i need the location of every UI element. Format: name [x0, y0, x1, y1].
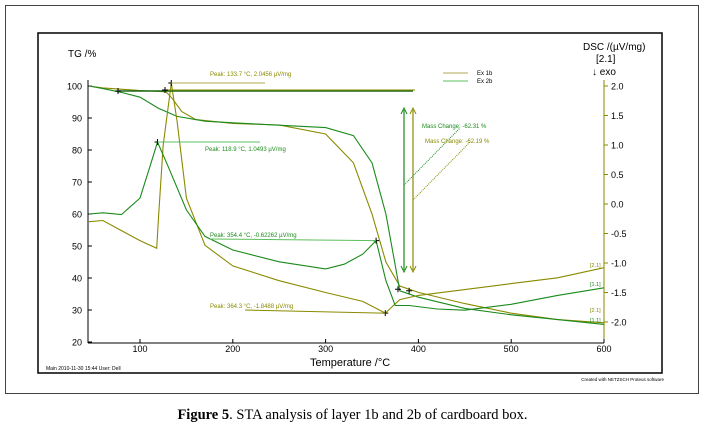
y-tick-label: 30 — [72, 306, 82, 316]
caption-text: . STA analysis of layer 1b and 2b of car… — [229, 407, 528, 423]
arrowheads — [400, 106, 408, 274]
x-tick-label: 200 — [225, 344, 240, 354]
legend-ex1b: Ex 1b — [477, 71, 493, 77]
x-tick-label: 500 — [504, 344, 519, 354]
footer-right: Created with NETZSCH Proteus software — [581, 377, 664, 382]
y2-tick-label: 2.0 — [611, 82, 624, 92]
peak-label-2: Peak: 118.9 °C, 1.0493 µV/mg — [205, 147, 286, 153]
mass-leader — [412, 141, 471, 201]
y2-tick-label: -1.5 — [611, 288, 627, 298]
y-tick-label: 20 — [72, 338, 82, 348]
x-tick-label: 600 — [596, 344, 611, 354]
mass-change-label-1: Mass Change: -62.31 % — [422, 124, 487, 130]
x-axis-label: Temperature /°C — [310, 357, 390, 369]
series-ex-1b-tg — [88, 85, 605, 324]
peak-label-4: Peak: 364.3 °C, -1.8488 µV/mg — [210, 304, 293, 310]
y-tick-label: 50 — [72, 242, 82, 252]
y-tick-label: 100 — [67, 82, 82, 92]
y-tick-label: 90 — [72, 114, 82, 124]
y2-axis-sublabel: [2.1] — [596, 54, 616, 65]
curve-end-label: [1.1] — [590, 282, 601, 288]
y2-axis-label: DSC /(µV/mg) — [583, 42, 645, 53]
y2-tick-label: -1.0 — [611, 259, 627, 269]
peak-label-3: Peak: 354.4 °C, -0.62262 µV/mg — [210, 233, 297, 239]
y2-tick-label: 0.5 — [611, 170, 624, 180]
y-tick-label: 70 — [72, 178, 82, 188]
y-tick-label: 60 — [72, 210, 82, 220]
sta-chart: 100 200 300 400 500 600 20 30 40 50 60 70 80 90 100 2.0… — [37, 32, 664, 382]
onset-marker — [115, 88, 121, 94]
y2-tick-label: -2.0 — [611, 318, 627, 328]
mass-change-label-2: Mass Change: -62.19 % — [425, 139, 490, 145]
curve-end-label: [2.1] — [590, 308, 601, 314]
y2-tick-label: -0.5 — [611, 229, 627, 239]
y-tick-label: 40 — [72, 274, 82, 284]
y2-tick-label: 1.0 — [611, 141, 624, 151]
x-tick-label: 100 — [132, 344, 147, 354]
legend-ex2b: Ex 2b — [477, 79, 493, 85]
peak-leader — [244, 309, 386, 314]
series-ex-2b-tg — [88, 85, 605, 325]
figure-caption: Figure 5. STA analysis of layer 1b and 2… — [0, 407, 705, 424]
y2-tick-label: 1.5 — [611, 111, 624, 121]
plot-frame — [37, 32, 663, 374]
exo-label: ↓ exo — [592, 67, 616, 78]
caption-label: Figure 5 — [177, 407, 230, 423]
peak-label-1: Peak: 133.7 °C, 2.0456 µV/mg — [210, 72, 291, 78]
y-axis-label: TG /% — [68, 49, 96, 60]
series-ex-2b-dsc — [88, 140, 605, 311]
figure-frame — [5, 5, 699, 394]
curve-end-label: [1.1] — [590, 318, 601, 324]
x-tick-label: 400 — [411, 344, 426, 354]
x-tick-label: 300 — [318, 344, 333, 354]
legend: Ex 1b Ex 2b — [443, 71, 493, 85]
arrowheads — [409, 106, 417, 274]
tg-end-marker — [394, 286, 401, 293]
y-tick-label: 80 — [72, 146, 82, 156]
footer-left: Main 2010-11-30 15:44 User: Dell — [46, 366, 121, 372]
peak-leader — [209, 238, 377, 242]
series-ex-1b-dsc — [88, 83, 605, 314]
mass-leader — [403, 127, 461, 186]
tg-end-marker — [406, 287, 413, 294]
curve-end-label: [2.1] — [590, 263, 601, 269]
y2-tick-label: 0.0 — [611, 200, 624, 210]
onset-marker — [162, 87, 168, 93]
